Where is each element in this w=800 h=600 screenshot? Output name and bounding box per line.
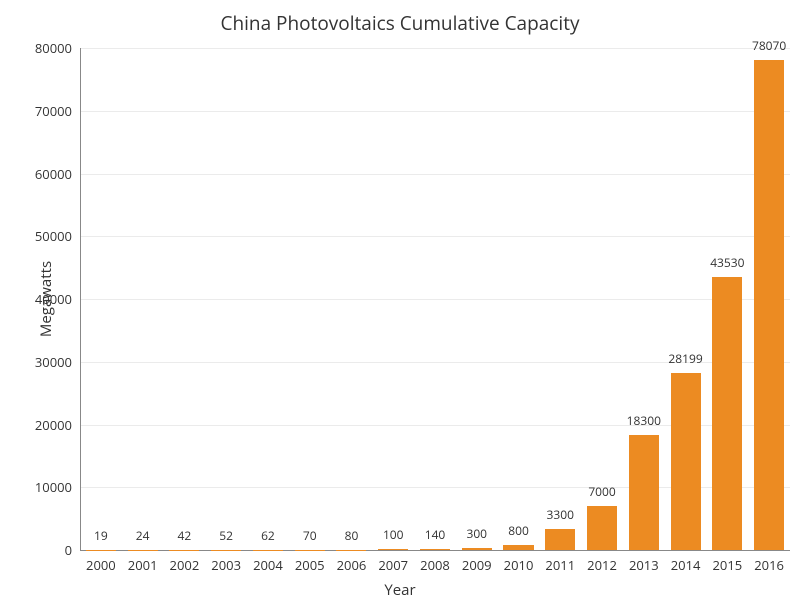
gridline — [80, 299, 790, 300]
gridline — [80, 48, 790, 49]
xtick-label: 2009 — [462, 550, 492, 574]
ytick-label: 40000 — [35, 290, 80, 308]
xtick-label: 2008 — [420, 550, 450, 574]
bar — [545, 529, 575, 550]
bar-value-label: 100 — [383, 526, 404, 543]
chart-title: China Photovoltaics Cumulative Capacity — [0, 10, 800, 36]
gridline — [80, 111, 790, 112]
plot-area: 0100002000030000400005000060000700008000… — [80, 48, 790, 550]
chart-root: China Photovoltaics Cumulative Capacity … — [0, 0, 800, 600]
bar-value-label: 3300 — [547, 506, 574, 523]
bar-value-label: 300 — [466, 525, 487, 542]
ytick-label: 10000 — [35, 478, 80, 496]
gridline — [80, 236, 790, 237]
ytick-label: 50000 — [35, 227, 80, 245]
xtick-label: 2000 — [86, 550, 116, 574]
bar-value-label: 7000 — [588, 483, 615, 500]
bar-value-label: 28199 — [668, 350, 702, 367]
bar-value-label: 78070 — [752, 37, 786, 54]
xtick-label: 2016 — [754, 550, 784, 574]
ytick-label: 80000 — [35, 39, 80, 57]
xtick-label: 2015 — [712, 550, 742, 574]
xtick-label: 2006 — [337, 550, 367, 574]
y-axis-line — [80, 48, 81, 550]
ytick-label: 0 — [65, 541, 80, 559]
xtick-label: 2012 — [587, 550, 617, 574]
xtick-label: 2010 — [504, 550, 534, 574]
xtick-label: 2014 — [671, 550, 701, 574]
bar — [712, 277, 742, 550]
bar-value-label: 52 — [219, 527, 233, 544]
bar — [629, 435, 659, 550]
bar-value-label: 800 — [508, 522, 529, 539]
ytick-label: 20000 — [35, 416, 80, 434]
xtick-label: 2004 — [253, 550, 283, 574]
bar-value-label: 43530 — [710, 254, 744, 271]
bar-value-label: 70 — [303, 527, 317, 544]
ytick-label: 30000 — [35, 353, 80, 371]
xtick-label: 2005 — [295, 550, 325, 574]
xtick-label: 2003 — [211, 550, 241, 574]
bar-value-label: 19 — [94, 527, 108, 544]
ytick-label: 70000 — [35, 102, 80, 120]
xtick-label: 2001 — [128, 550, 158, 574]
ytick-label: 60000 — [35, 165, 80, 183]
bar — [587, 506, 617, 550]
bar-value-label: 80 — [345, 527, 359, 544]
gridline — [80, 174, 790, 175]
xtick-label: 2002 — [170, 550, 200, 574]
xtick-label: 2013 — [629, 550, 659, 574]
bar-value-label: 140 — [425, 526, 446, 543]
bar-value-label: 18300 — [627, 412, 661, 429]
bar — [754, 60, 784, 550]
x-axis-title: Year — [0, 580, 800, 600]
xtick-label: 2011 — [545, 550, 575, 574]
bar-value-label: 62 — [261, 527, 275, 544]
bar-value-label: 24 — [136, 527, 150, 544]
xtick-label: 2007 — [378, 550, 408, 574]
bar — [671, 373, 701, 550]
bar-value-label: 42 — [178, 527, 192, 544]
